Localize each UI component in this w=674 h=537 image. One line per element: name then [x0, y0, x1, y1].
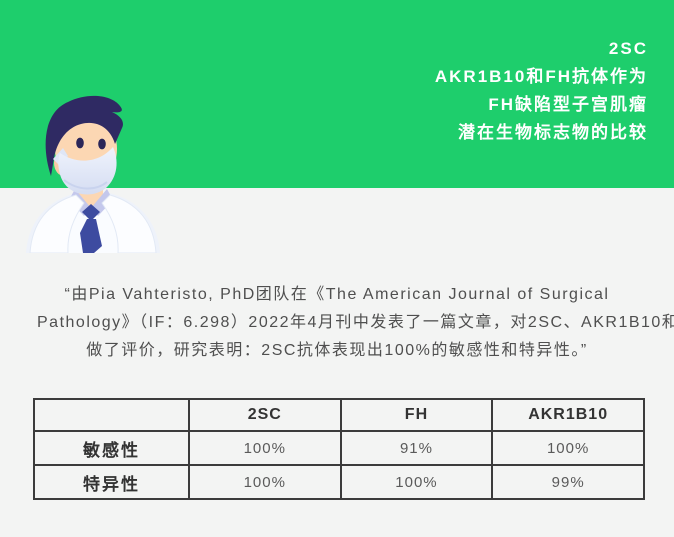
mask-fold: [63, 179, 108, 190]
corner-cell: [33, 398, 190, 432]
sensitivity-fh: 91%: [339, 430, 494, 466]
tie-body: [80, 219, 102, 253]
title-line-4: 潜在生物标志物的比较: [458, 123, 648, 142]
specificity-2sc: 100%: [187, 464, 342, 500]
column-header-2sc: 2SC: [187, 398, 342, 432]
page-title: 2SC AKR1B10和FH抗体作为 FH缺陷型子宫肌瘤 潜在生物标志物的比较: [435, 35, 648, 147]
comparison-table-wrap: 2SC FH AKR1B10 敏感性 100% 91% 100% 特异性 100…: [33, 398, 645, 500]
sensitivity-2sc: 100%: [187, 430, 342, 466]
table-header-row: 2SC FH AKR1B10: [33, 398, 645, 432]
quote-line-3: 做了评价，研究表明：2SC抗体表现出100%的敏感性和特异性。”: [86, 342, 588, 359]
tie-knot: [82, 204, 100, 221]
quote-line-2: Pathology》（IF：6.298）2022年4月刊中发表了一篇文章，对2S…: [37, 314, 674, 331]
title-line-1: 2SC: [608, 39, 648, 58]
column-header-fh: FH: [339, 398, 494, 432]
title-line-3: FH缺陷型子宫肌瘤: [488, 95, 648, 114]
eye-right: [98, 138, 106, 150]
lapel-right: [101, 194, 157, 253]
title-line-2: AKR1B10和FH抗体作为: [434, 67, 648, 86]
specificity-akr1b10: 99%: [491, 464, 645, 500]
specificity-fh: 100%: [339, 464, 494, 500]
table-row-specificity: 特异性 100% 100% 99%: [33, 464, 645, 500]
lapel-left: [29, 194, 85, 253]
quote-line-1: “由Pia Vahteristo, PhD团队在《The American Jo…: [64, 286, 610, 303]
table-row-sensitivity: 敏感性 100% 91% 100%: [33, 430, 645, 466]
hair: [45, 95, 123, 176]
row-label-specificity: 特异性: [33, 464, 190, 500]
eye-left: [76, 137, 84, 149]
doctor-illustration: [26, 95, 160, 253]
row-label-sensitivity: 敏感性: [33, 430, 190, 466]
sensitivity-akr1b10: 100%: [491, 430, 645, 466]
face-mask: [58, 147, 117, 195]
comparison-table: 2SC FH AKR1B10 敏感性 100% 91% 100% 特异性 100…: [33, 398, 645, 500]
quote-text: “由Pia Vahteristo, PhD团队在《The American Jo…: [37, 281, 674, 365]
column-header-akr1b10: AKR1B10: [491, 398, 645, 432]
